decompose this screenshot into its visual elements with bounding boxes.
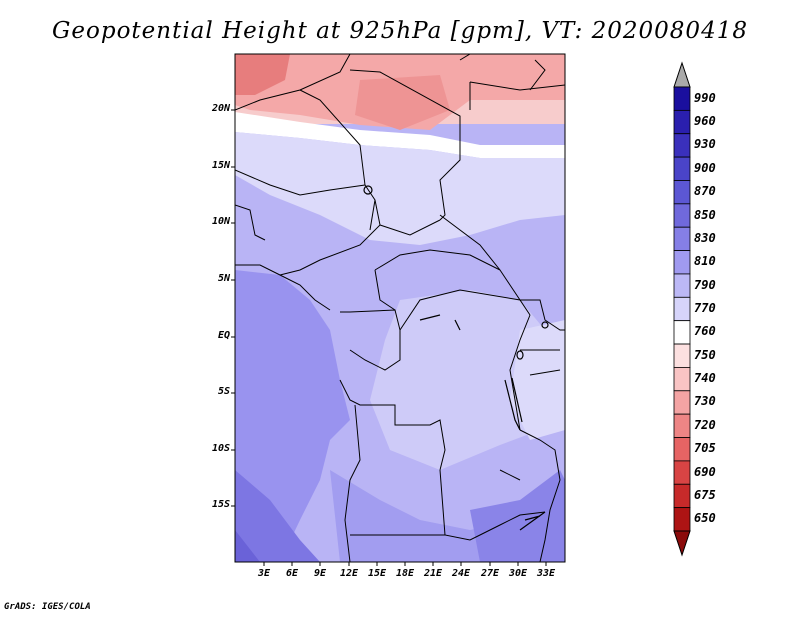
- lat-label: 20N: [211, 103, 230, 114]
- colorbar-swatch: [673, 483, 691, 509]
- lon-label: 18E: [395, 568, 415, 579]
- colorbar-swatch: [673, 86, 691, 111]
- colorbar-level-label: 740: [694, 371, 716, 386]
- colorbar-swatch: [673, 180, 691, 205]
- lat-label: 15N: [211, 160, 230, 171]
- colorbar-level-label: 675: [694, 487, 716, 502]
- lat-label: 10N: [211, 216, 230, 227]
- colorbar-level-label: 960: [694, 114, 716, 129]
- colorbar-level-label: 870: [694, 184, 716, 199]
- country-borders: [235, 54, 565, 562]
- lat-label: EQ: [217, 330, 230, 341]
- axis-ticks: [231, 109, 547, 566]
- lon-label: 27E: [480, 568, 500, 579]
- map-frame: [234, 53, 566, 563]
- colorbar-level-label: 900: [694, 160, 716, 175]
- lon-label: 9E: [313, 568, 327, 579]
- colorbar-swatch: [673, 250, 691, 275]
- colorbar-swatch: [673, 296, 691, 322]
- colorbar-level-label: 790: [694, 277, 716, 292]
- colorbar-level-label: 830: [694, 230, 716, 245]
- colorbar-swatch: [673, 437, 691, 462]
- lat-label: 15S: [211, 499, 230, 510]
- lon-label: 12E: [339, 568, 359, 579]
- lon-label: 6E: [285, 568, 299, 579]
- map-title: Geopotential Height at 925hPa [gpm], VT:…: [52, 18, 748, 44]
- colorbar-level-label: 990: [694, 90, 716, 105]
- colorbar-swatch: [673, 413, 691, 438]
- lat-label: 5S: [217, 386, 230, 397]
- colorbar-level-label: 770: [694, 301, 716, 315]
- field-southwest-low: [235, 470, 320, 562]
- lat-label: 10S: [211, 443, 230, 454]
- lakes: [363, 185, 549, 531]
- lon-label: 15E: [367, 568, 387, 579]
- colorbar-swatch: [673, 320, 691, 345]
- colorbar-swatch: [673, 273, 691, 298]
- colorbar-swatch: [673, 507, 691, 532]
- colorbar-level-label: 720: [694, 417, 716, 432]
- colorbar-swatch: [673, 460, 691, 485]
- colorbar-level-label: 730: [694, 394, 716, 409]
- colorbar-bottom-arrow: [673, 530, 691, 557]
- field-sahel-pale: [235, 132, 565, 245]
- colorbar-swatch: [673, 343, 691, 368]
- colorbar-level-label: 650: [694, 511, 716, 526]
- lon-label: 21E: [423, 568, 443, 579]
- colorbar-level-label: 760: [694, 324, 716, 339]
- colorbar-level-label: 690: [694, 464, 716, 479]
- lat-label: 5N: [217, 273, 230, 284]
- colorbar-level-label: 930: [694, 137, 716, 152]
- colorbar-swatch: [673, 133, 691, 158]
- colorbar-swatch: [673, 367, 691, 392]
- field-atlantic-low: [235, 270, 350, 562]
- field-northwest-high: [235, 54, 290, 95]
- colorbar: [673, 61, 691, 557]
- colorbar-level-label: 810: [694, 254, 716, 269]
- field-central-high: [355, 75, 450, 130]
- lon-label: 3E: [257, 568, 271, 579]
- colorbar-level-label: 750: [694, 347, 716, 362]
- colorbar-top-arrow: [673, 61, 691, 88]
- field-corner-low: [235, 530, 260, 562]
- lon-label: 33E: [536, 568, 556, 579]
- colorbar-swatch: [673, 390, 691, 415]
- field-transition-band: [235, 112, 565, 158]
- lon-label: 30E: [508, 568, 528, 579]
- grads-credit: GrADS: IGES/COLA: [4, 602, 91, 612]
- colorbar-level-label: 705: [694, 441, 716, 456]
- geopotential-field: [235, 54, 565, 562]
- lon-label: 24E: [451, 568, 471, 579]
- colorbar-swatch: [673, 156, 691, 181]
- colorbar-swatch: [673, 109, 691, 135]
- colorbar-swatch: [673, 203, 691, 228]
- colorbar-level-label: 850: [694, 207, 716, 222]
- colorbar-swatch: [673, 226, 691, 251]
